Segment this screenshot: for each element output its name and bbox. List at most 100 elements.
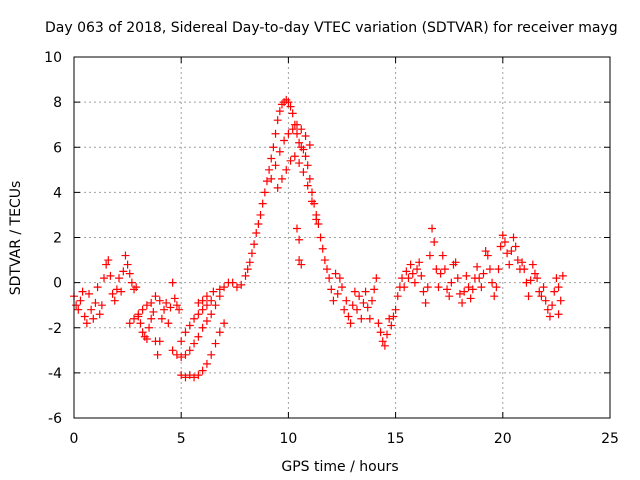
data-point [91,298,100,307]
data-point [507,247,516,256]
data-point [275,147,284,156]
data-point [453,274,462,283]
data-point [172,301,181,310]
data-point [464,283,473,292]
data-point [552,274,561,283]
data-point [185,321,194,330]
data-point [417,271,426,280]
data-point [112,285,121,294]
data-point [338,283,346,292]
data-point [301,152,310,161]
data-point [558,271,567,280]
data-point [228,278,237,287]
data-point [314,219,323,228]
data-point [100,274,109,283]
data-point [215,285,224,294]
data-point [481,247,490,256]
data-point [87,305,96,314]
data-point [421,298,430,307]
data-point [292,129,301,138]
x-tick-label: 20 [494,431,512,447]
x-tick-label: 0 [70,431,79,447]
data-point [445,292,454,301]
data-point [393,292,402,301]
data-point [220,283,229,292]
data-point [123,260,132,269]
data-point [545,312,554,321]
data-point [80,312,89,321]
grid-layer [74,57,610,418]
data-point [265,165,274,174]
data-point [185,346,194,355]
data-point [383,330,392,339]
data-point [198,323,207,332]
data-point [102,260,111,269]
data-point [434,283,443,292]
data-point [440,265,449,274]
data-point [292,120,301,129]
data-point [282,165,291,174]
data-point [275,107,284,116]
data-point [142,301,151,310]
data-point [250,240,259,249]
data-point [295,256,304,265]
data-point [299,168,308,177]
y-tick-label: 2 [53,231,62,247]
data-point [505,260,514,269]
y-tick-label: -4 [48,366,62,382]
data-point [462,271,471,280]
data-point [127,278,136,287]
data-point [307,188,316,197]
data-point [436,269,445,278]
data-point [181,350,190,359]
data-point [297,260,306,269]
data-point [149,307,158,316]
data-point [374,319,383,328]
data-point [348,301,357,310]
data-point [524,292,533,301]
data-point [177,337,186,346]
data-point [353,305,362,314]
data-point [104,256,113,265]
data-point [194,371,203,380]
data-point [363,303,372,312]
data-point [295,235,304,244]
x-tick-label: 10 [279,431,297,447]
data-point [172,350,181,359]
data-point [284,98,293,107]
data-point [425,251,434,260]
data-point [125,269,134,278]
data-point [170,294,179,303]
data-point [496,242,505,251]
data-point [136,319,145,328]
data-point [477,283,486,292]
data-point [194,298,203,307]
data-point [535,287,544,296]
data-point [271,161,280,170]
data-point [215,292,224,301]
data-point [271,129,280,138]
x-axis-label: GPS time / hours [281,459,398,475]
data-point [522,278,531,287]
data-point [490,292,499,301]
data-point [378,337,387,346]
data-point [269,143,278,152]
data-point [312,210,321,219]
data-point [190,339,199,348]
data-point [380,341,389,350]
data-point [168,278,177,287]
data-point [485,265,494,274]
data-point [361,287,370,296]
data-point [215,328,224,337]
data-point [202,359,211,368]
data-point [447,278,456,287]
data-point [290,152,299,161]
data-point [342,296,351,305]
data-point [151,292,160,301]
data-point [333,289,342,298]
y-tick-label: -6 [48,411,62,427]
data-point [518,258,527,267]
data-point [145,323,154,332]
data-points [70,95,567,382]
data-point [121,251,130,260]
